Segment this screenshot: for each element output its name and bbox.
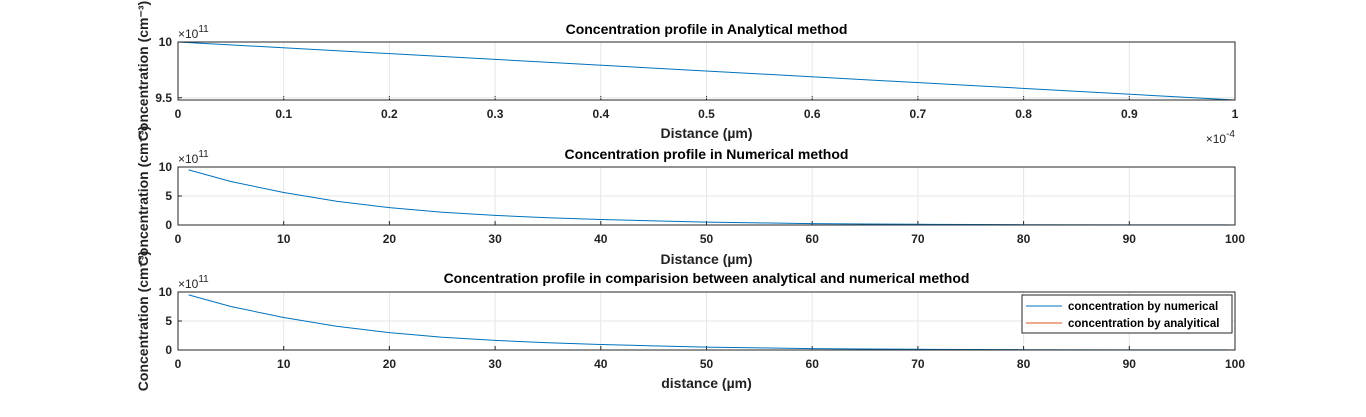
- chart-title: Concentration profile in Numerical metho…: [565, 146, 849, 162]
- x-tick-label: 10: [277, 357, 291, 371]
- y-multiplier: ×1011: [178, 274, 209, 291]
- x-tick-label: 30: [488, 232, 502, 246]
- x-tick-label: 0.7: [910, 107, 927, 121]
- x-tick-label: 0.4: [592, 107, 609, 121]
- x-tick-label: 0: [175, 357, 182, 371]
- legend: concentration by numerical concentration …: [1021, 294, 1233, 334]
- legend-box: [1021, 294, 1233, 334]
- y-multiplier: ×1011: [178, 149, 209, 166]
- chart-title: Concentration profile in Analytical meth…: [566, 21, 848, 37]
- x-axis-label: Distance (µm): [660, 125, 752, 141]
- x-tick-label: 0.6: [804, 107, 821, 121]
- y-tick-label: 0: [165, 343, 172, 357]
- x-tick-label: 0.3: [487, 107, 504, 121]
- subplot-1: 0 0.1 0.2 0.3 0.4 0.5 0.6 0.7 0.8 0.9 1 10 9.5 ×1011 ×…: [135, 1, 1239, 146]
- x-tick-label: 10: [277, 232, 291, 246]
- y-tick-label: 0: [165, 218, 172, 232]
- y-tick-label: 5: [165, 189, 172, 203]
- x-tick-label: 0.5: [698, 107, 715, 121]
- legend-label: concentration by analyitical: [1068, 318, 1219, 330]
- y-axis-label: Concentration (cm⁻³): [135, 1, 151, 141]
- x-tick-label: 50: [700, 232, 714, 246]
- x-tick-label: 70: [911, 357, 925, 371]
- y-tick-label: 10: [159, 160, 173, 174]
- x-tick-label: 100: [1225, 232, 1245, 246]
- x-multiplier: ×10-4: [1206, 129, 1236, 146]
- axes-box: [177, 41, 1236, 101]
- axes-box: [177, 166, 1236, 226]
- chart-title: Concentration profile in comparision bet…: [444, 270, 970, 286]
- y-tick-label: 10: [159, 285, 173, 299]
- x-tick-label: 80: [1017, 357, 1031, 371]
- axes-box: [177, 291, 1236, 351]
- x-tick-label: 40: [594, 357, 608, 371]
- y-multiplier: ×1011: [178, 24, 209, 41]
- legend-label: concentration by numerical: [1068, 301, 1218, 313]
- y-axis-label: Concentration (cm⁻³): [135, 251, 151, 391]
- x-tick-label: 0: [175, 107, 182, 121]
- y-axis-label: Concentration (cm⁻³): [135, 126, 151, 266]
- y-tick-label: 10: [159, 35, 173, 49]
- x-tick-label: 20: [383, 357, 397, 371]
- x-tick-label: 30: [488, 357, 502, 371]
- x-tick-label: 90: [1123, 232, 1137, 246]
- x-axis-label: distance (µm): [661, 375, 752, 391]
- x-tick-label: 0.9: [1121, 107, 1138, 121]
- y-tick-label: 9.5: [155, 91, 172, 105]
- x-tick-label: 40: [594, 232, 608, 246]
- x-axis-label: Distance (µm): [660, 251, 752, 267]
- x-tick-label: 60: [806, 232, 820, 246]
- x-tick-label: 1: [1232, 107, 1239, 121]
- y-tick-label: 5: [165, 314, 172, 328]
- x-tick-label: 100: [1225, 357, 1245, 371]
- x-tick-label: 70: [911, 232, 925, 246]
- x-tick-label: 80: [1017, 232, 1031, 246]
- x-tick-label: 60: [806, 357, 820, 371]
- x-tick-label: 0.1: [275, 107, 292, 121]
- x-tick-label: 20: [383, 232, 397, 246]
- x-tick-label: 50: [700, 357, 714, 371]
- series-line-1: [177, 41, 1236, 101]
- x-tick-label: 0.8: [1015, 107, 1032, 121]
- x-tick-label: 0: [175, 232, 182, 246]
- x-tick-label: 0.2: [381, 107, 398, 121]
- x-tick-label: 90: [1123, 357, 1137, 371]
